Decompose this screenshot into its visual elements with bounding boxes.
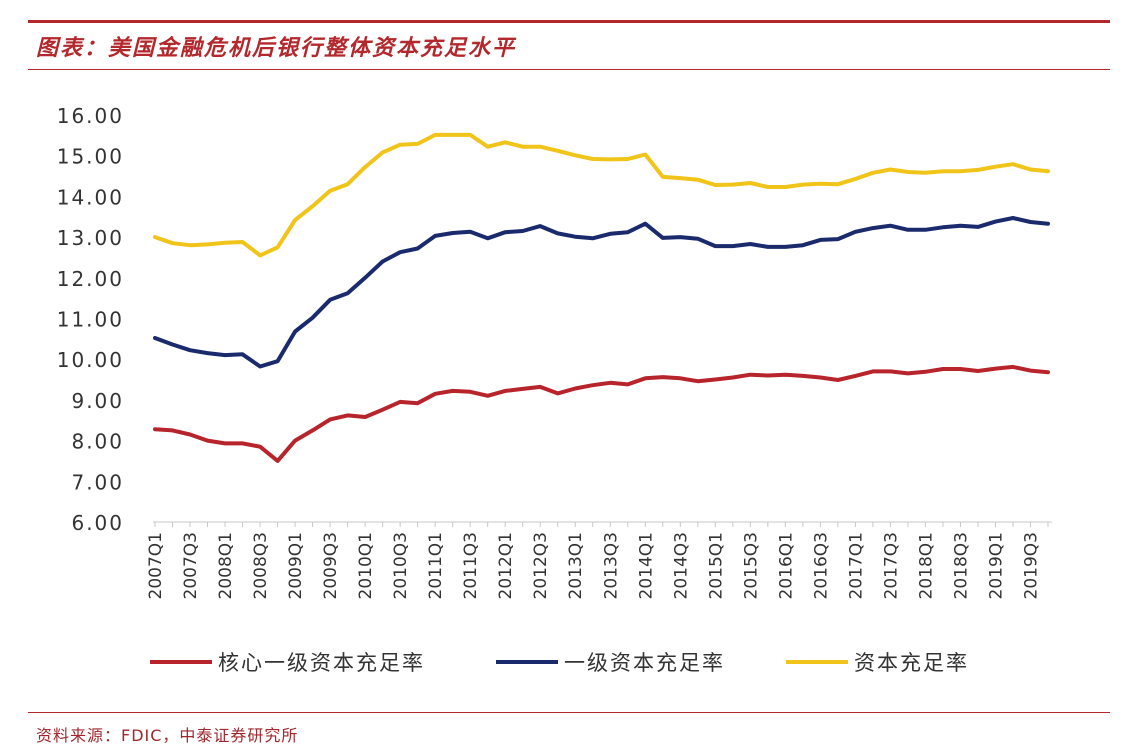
x-tick-label: 2018Q1 bbox=[916, 532, 936, 599]
x-tick-label: 2018Q3 bbox=[951, 532, 971, 599]
chart-title: 图表：美国金融危机后银行整体资本充足水平 bbox=[36, 36, 517, 61]
x-axis: 2007Q1 2007Q3 2008Q1 2008Q3 2009Q1 2009Q3 2010… bbox=[146, 521, 1052, 599]
x-tick-label: 2016Q1 bbox=[776, 532, 796, 599]
y-tick-label: 6.00 bbox=[71, 511, 124, 535]
y-tick-label: 16.00 bbox=[57, 104, 124, 128]
series-lines bbox=[153, 132, 1050, 463]
y-tick-label: 14.00 bbox=[57, 185, 124, 209]
x-tick-label: 2012Q3 bbox=[531, 532, 551, 599]
x-tick-label: 2009Q1 bbox=[286, 532, 306, 599]
x-tick-label: 2015Q3 bbox=[741, 532, 761, 599]
x-tick-label: 2009Q3 bbox=[321, 532, 341, 599]
legend-swatch-total bbox=[786, 660, 848, 664]
y-tick-label: 11.00 bbox=[57, 308, 124, 332]
bottom-rule bbox=[28, 712, 1110, 713]
legend-item-tier1: 一级资本充足率 bbox=[496, 646, 725, 678]
x-tick-label: 2015Q1 bbox=[706, 532, 726, 599]
series-line-tier1 bbox=[153, 216, 1050, 369]
series-line-total bbox=[153, 132, 1050, 258]
x-tick-label: 2013Q1 bbox=[566, 532, 586, 599]
x-tick-label: 2017Q3 bbox=[881, 532, 901, 599]
legend-label-core-tier1: 核心一级资本充足率 bbox=[218, 651, 425, 675]
legend-label-total: 资本充足率 bbox=[854, 651, 969, 675]
y-axis: 6.00 7.00 8.00 9.00 10.00 11.00 12.00 13.00 14.0… bbox=[57, 104, 124, 535]
legend-item-core-tier1: 核心一级资本充足率 bbox=[150, 646, 425, 678]
x-tick-label: 2008Q3 bbox=[251, 532, 271, 599]
x-tick-label: 2007Q3 bbox=[181, 532, 201, 599]
legend-label-tier1: 一级资本充足率 bbox=[564, 651, 725, 675]
series-line-core-tier1 bbox=[153, 364, 1050, 463]
y-tick-label: 15.00 bbox=[57, 145, 124, 169]
x-tick-label: 2010Q1 bbox=[356, 532, 376, 599]
x-tick-label: 2010Q3 bbox=[391, 532, 411, 599]
x-tick-label: 2011Q1 bbox=[426, 532, 446, 599]
x-tick-label: 2019Q3 bbox=[1021, 532, 1041, 599]
line-chart: 6.00 7.00 8.00 9.00 10.00 11.00 12.00 13.00 14.0… bbox=[57, 104, 1052, 599]
source-note: 资料来源：FDIC，中泰证券研究所 bbox=[36, 726, 299, 745]
y-tick-label: 7.00 bbox=[71, 470, 124, 494]
x-tick-label: 2016Q3 bbox=[811, 532, 831, 599]
legend-item-total: 资本充足率 bbox=[786, 646, 969, 678]
x-tick-label: 2013Q3 bbox=[601, 532, 621, 599]
top-rule bbox=[28, 20, 1110, 23]
legend-swatch-tier1 bbox=[496, 660, 558, 664]
y-tick-label: 9.00 bbox=[71, 389, 124, 413]
y-tick-label: 10.00 bbox=[57, 348, 124, 372]
legend-swatch-core-tier1 bbox=[150, 660, 212, 664]
title-rule bbox=[28, 69, 1110, 70]
x-tick-label: 2017Q1 bbox=[846, 532, 866, 599]
y-tick-label: 12.00 bbox=[57, 267, 124, 291]
x-tick-label: 2011Q3 bbox=[461, 532, 481, 599]
y-tick-label: 13.00 bbox=[57, 226, 124, 250]
x-tick-label: 2014Q1 bbox=[636, 532, 656, 599]
x-tick-label: 2019Q1 bbox=[986, 532, 1006, 599]
x-tick-label: 2014Q3 bbox=[671, 532, 691, 599]
x-tick-label: 2007Q1 bbox=[146, 532, 166, 599]
x-tick-label: 2008Q1 bbox=[216, 532, 236, 599]
legend: 核心一级资本充足率 一级资本充足率 资本充足率 bbox=[150, 646, 1110, 678]
y-tick-label: 8.00 bbox=[71, 430, 124, 454]
x-tick-label: 2012Q1 bbox=[496, 532, 516, 599]
